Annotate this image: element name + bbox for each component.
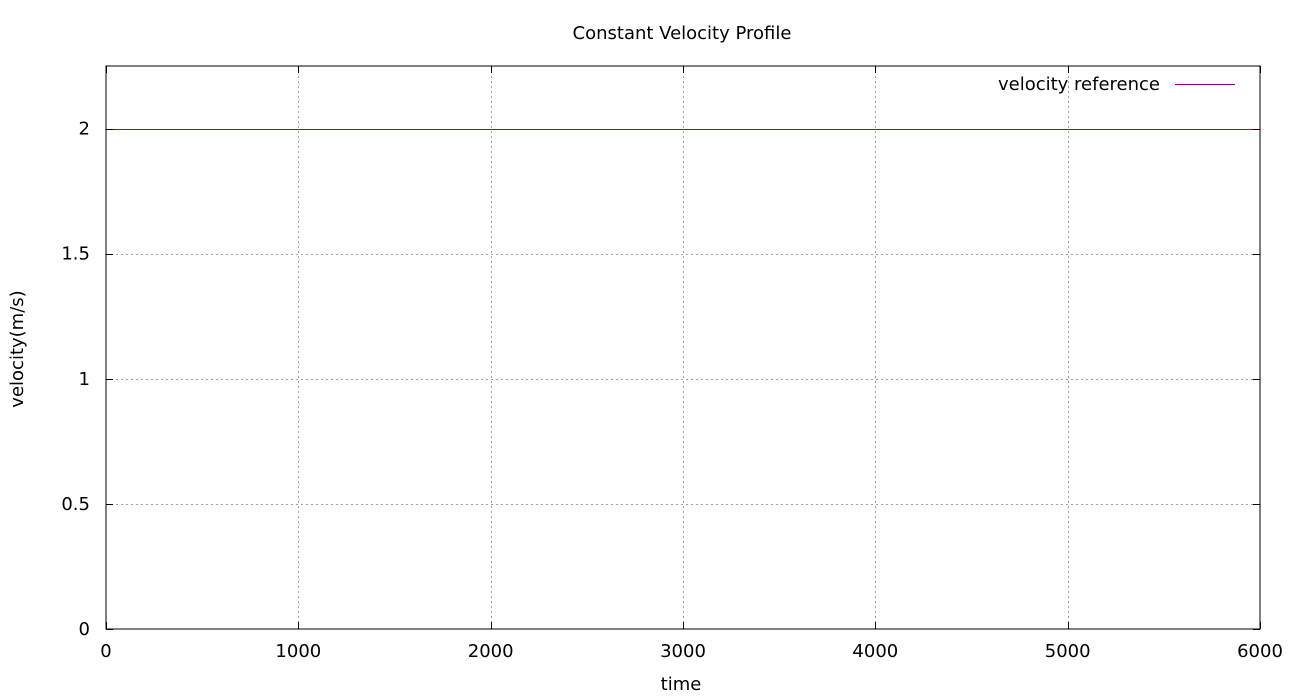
ticks: 0 1000 2000 3000 4000 5000 6000 0 0.5 1 1.5 2 [61,66,1283,662]
x-tick-label: 5000 [1045,641,1091,662]
y-tick-label: 0.5 [61,494,90,515]
y-tick-label: 2 [79,119,90,140]
y-tick-label: 1 [79,369,90,390]
x-tick-label: 2000 [468,641,514,662]
x-tick-label: 1000 [275,641,321,662]
y-axis-label: velocity(m/s) [7,290,28,407]
x-tick-label: 6000 [1237,641,1283,662]
chart-title: Constant Velocity Profile [573,23,792,44]
x-tick-label: 0 [100,641,111,662]
y-tick-label: 1.5 [61,244,90,265]
y-tick-label: 0 [79,619,90,640]
legend: velocity reference [998,74,1235,95]
x-axis-label: time [661,674,702,695]
legend-label: velocity reference [998,74,1160,95]
x-tick-label: 3000 [660,641,706,662]
x-tick-label: 4000 [852,641,898,662]
